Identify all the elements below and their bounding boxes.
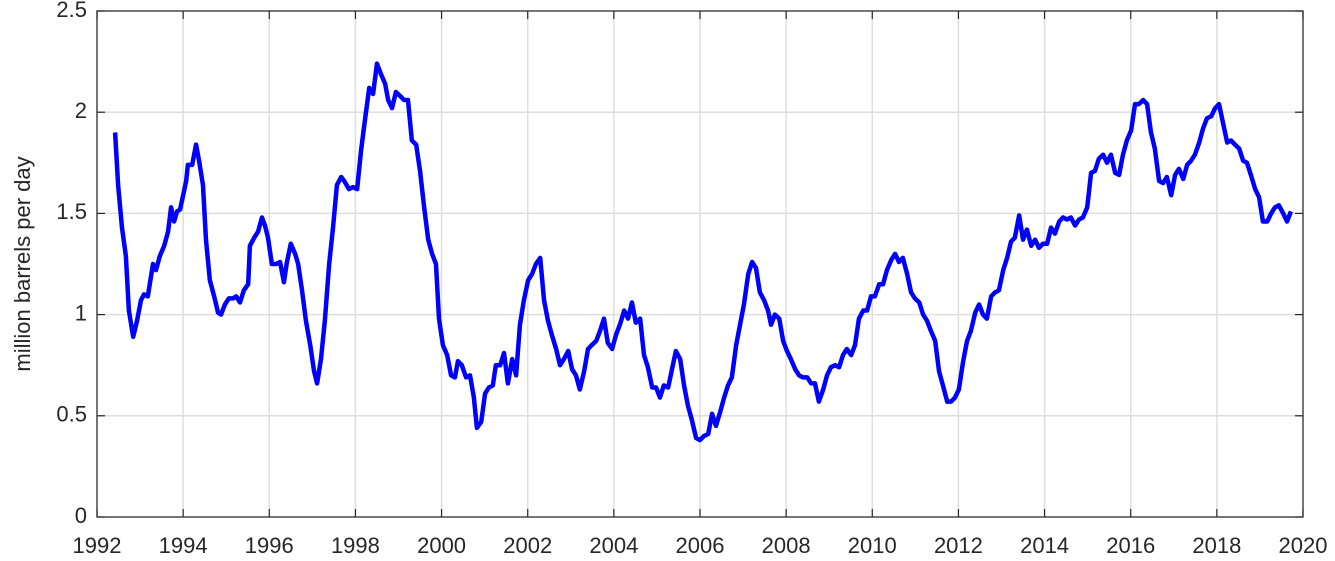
x-tick-label: 2000 bbox=[417, 533, 466, 558]
y-tick-label: 1.5 bbox=[56, 199, 87, 224]
x-tick-label: 2006 bbox=[676, 533, 725, 558]
data-line bbox=[112, 61, 1294, 443]
x-tick-label: 1994 bbox=[159, 533, 208, 558]
x-tick-label: 2016 bbox=[1106, 533, 1155, 558]
y-tick-label: 0 bbox=[75, 503, 87, 528]
x-tick-label: 2018 bbox=[1192, 533, 1241, 558]
x-tick-label: 2004 bbox=[589, 533, 638, 558]
ticks: 0 0.5 1 1.5 2 2.5 1992 1994 1996 1998 2000 2002 2004… bbox=[56, 0, 1327, 558]
x-tick-label: 2020 bbox=[1279, 533, 1328, 558]
x-tick-label: 2008 bbox=[762, 533, 811, 558]
y-tick-label: 1 bbox=[75, 300, 87, 325]
x-tick-label: 2010 bbox=[848, 533, 897, 558]
y-axis-label: million barrels per day bbox=[10, 156, 35, 371]
y-tick-label: 2 bbox=[75, 98, 87, 123]
x-tick-label: 1998 bbox=[331, 533, 380, 558]
x-tick-label: 1992 bbox=[73, 533, 122, 558]
y-tick-label: 0.5 bbox=[56, 402, 87, 427]
x-tick-label: 2012 bbox=[934, 533, 983, 558]
y-tick-label: 2.5 bbox=[56, 0, 87, 22]
x-tick-label: 2014 bbox=[1020, 533, 1069, 558]
x-tick-label: 2002 bbox=[503, 533, 552, 558]
x-tick-label: 1996 bbox=[245, 533, 294, 558]
data bbox=[112, 61, 1294, 443]
